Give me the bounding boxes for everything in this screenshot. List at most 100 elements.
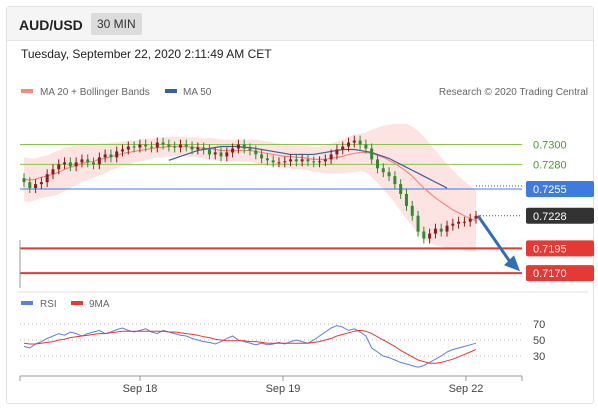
candle-body — [277, 162, 281, 164]
candle-body — [132, 146, 136, 148]
candle-body — [462, 221, 466, 223]
last-price-label: 0.7228 — [533, 211, 567, 223]
candle-body — [358, 140, 362, 145]
ma50-legend-swatch — [165, 89, 177, 93]
candle-body — [63, 162, 67, 165]
candle-body — [300, 159, 304, 162]
candle-body — [57, 164, 61, 170]
candle-body — [68, 162, 72, 167]
ma20-legend-label: MA 20 + Bollinger Bands — [40, 87, 150, 98]
candle-body — [225, 152, 229, 157]
candle-body — [213, 152, 217, 155]
rsi-ma9-line — [23, 329, 477, 364]
candle-body — [190, 146, 194, 150]
candle-body — [144, 144, 148, 147]
candle-body — [51, 169, 55, 175]
candle-body — [103, 154, 107, 158]
candle-body — [161, 142, 165, 145]
candle-body — [45, 174, 49, 183]
candle-body — [445, 225, 449, 232]
candle-body — [202, 147, 206, 150]
ma9-legend-label: 9MA — [89, 299, 110, 310]
candle-body — [231, 148, 235, 153]
bollinger-band — [24, 123, 476, 252]
candle-body — [404, 194, 408, 206]
candle-body — [468, 218, 472, 222]
candle-body — [178, 144, 182, 148]
candle-body — [335, 149, 339, 155]
candle-body — [74, 162, 78, 167]
candle-body — [375, 159, 379, 169]
candle-body — [439, 228, 443, 232]
candle-body — [416, 215, 420, 232]
candle-body — [428, 233, 432, 239]
chart-header: AUD/USD 30 MIN — [7, 7, 593, 41]
candle-body — [474, 215, 478, 219]
candle-body — [97, 157, 101, 165]
candle-body — [312, 161, 316, 163]
copyright-label: Research © 2020 Trading Central — [439, 87, 588, 98]
candle-body — [254, 150, 258, 155]
candle-body — [364, 144, 368, 149]
candle-body — [318, 161, 322, 163]
candle-body — [92, 162, 96, 165]
resistance-label-1: 0.7280 — [533, 159, 567, 171]
candle-body — [173, 146, 177, 148]
x-tick-label: Sep 18 — [123, 383, 158, 395]
x-tick-label: Sep 22 — [449, 383, 484, 395]
candle-body — [167, 144, 171, 147]
candle-body — [329, 154, 333, 160]
candle-body — [242, 144, 246, 149]
candle-body — [306, 159, 310, 162]
candle-body — [138, 144, 142, 148]
candle-body — [86, 159, 90, 163]
candle-body — [219, 152, 223, 157]
candle-body — [347, 142, 351, 147]
pivot-tag — [526, 181, 594, 198]
candle-body — [260, 154, 264, 159]
candle-body — [109, 154, 113, 158]
ma20-legend-swatch — [21, 89, 33, 93]
candle-body — [283, 161, 287, 163]
forecast-arrow-line — [476, 214, 513, 265]
rsi-legend-label: RSI — [40, 299, 57, 310]
candle-body — [387, 172, 391, 177]
candle-body — [294, 159, 298, 162]
candle-body — [370, 148, 374, 160]
candle-body — [399, 184, 403, 194]
candle-body — [80, 159, 84, 163]
candle-body — [433, 228, 437, 234]
candle-body — [121, 149, 125, 152]
candle-body — [265, 158, 269, 161]
timestamp: Tuesday, September 22, 2020 2:11:49 AM C… — [21, 47, 272, 61]
candle-body — [457, 221, 461, 224]
candle-body — [451, 223, 455, 226]
chart-widget: AUD/USD 30 MIN Tuesday, September 22, 20… — [6, 6, 594, 404]
candle-body — [34, 184, 38, 189]
candle-body — [115, 151, 119, 158]
candle-body — [236, 144, 240, 149]
candle-body — [207, 149, 211, 155]
candle-body — [289, 159, 293, 162]
candle-body — [39, 182, 43, 185]
rsi-tick-30: 30 — [533, 351, 545, 363]
support-label-5: 0.7170 — [533, 268, 567, 280]
candle-body — [410, 205, 414, 216]
support-tag-4 — [526, 240, 594, 257]
candle-body — [126, 146, 130, 150]
candle-body — [352, 140, 356, 143]
pivot-label: 0.7255 — [533, 184, 567, 196]
rsi-tick-50: 50 — [533, 335, 545, 347]
ma9-legend-swatch — [71, 301, 83, 305]
support-label-4: 0.7195 — [533, 243, 567, 255]
support-tag-5 — [526, 265, 594, 282]
x-tick-label: Sep 19 — [266, 383, 301, 395]
candle-body — [196, 147, 200, 150]
candle-body — [155, 142, 159, 148]
timeframe-badge[interactable]: 30 MIN — [91, 13, 142, 35]
candle-body — [341, 146, 345, 150]
resistance-label-0: 0.7300 — [533, 140, 567, 152]
candle-body — [422, 231, 426, 239]
candle-body — [381, 168, 385, 173]
